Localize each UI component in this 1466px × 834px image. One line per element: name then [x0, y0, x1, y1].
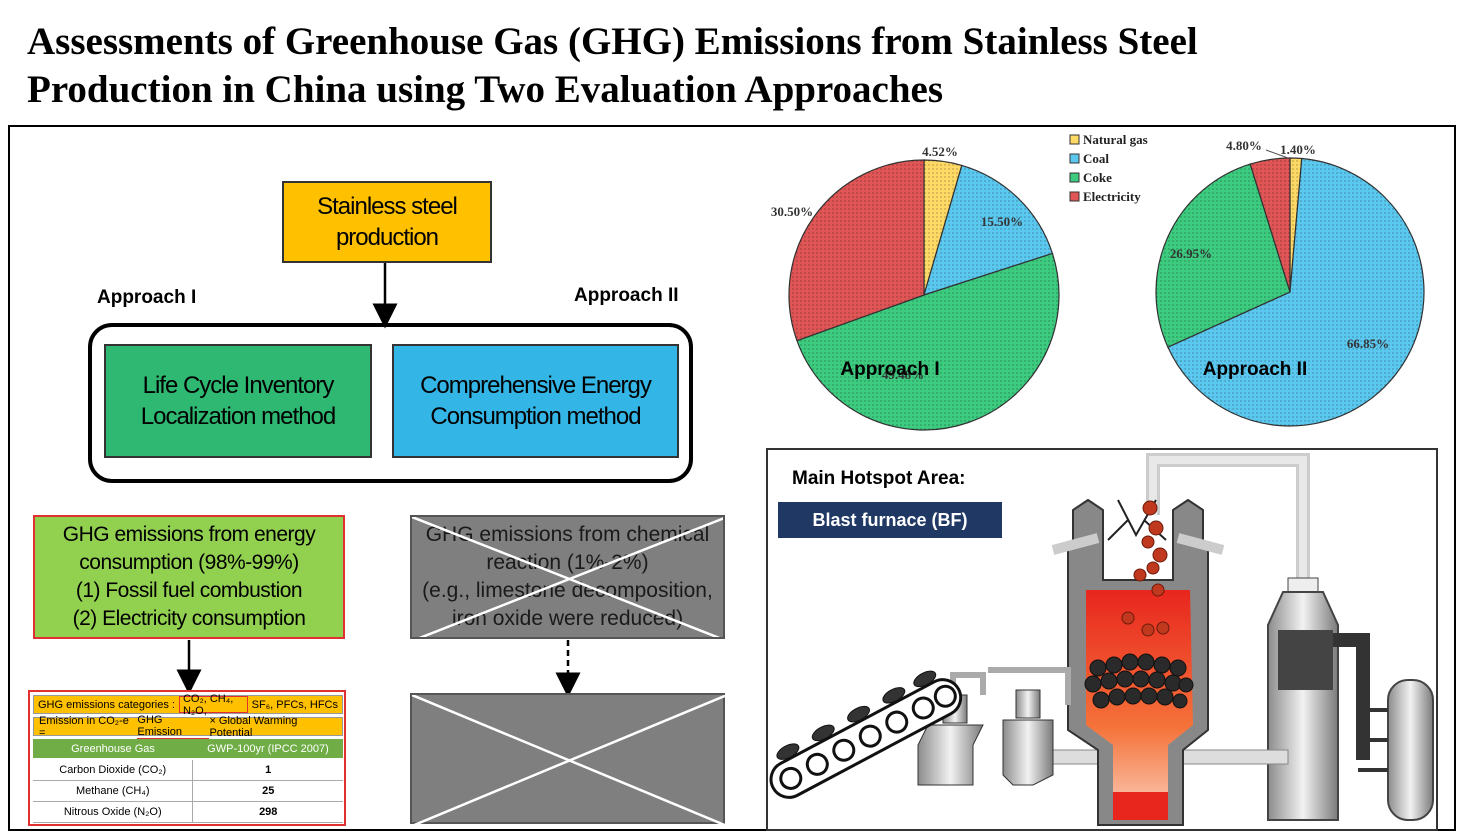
title-line-1: Assessments of Greenhouse Gas (GHG) Emis… [27, 20, 1198, 63]
formula-suffix: × Global Warming Potential [209, 714, 298, 739]
blast-furnace-illustration-icon [769, 453, 1434, 826]
pie-value-label: 1.40% [1280, 142, 1316, 157]
ghg-gwp-table: GHG emissions categories : CO₂, CH₄, N₂O… [28, 690, 346, 826]
pie-legend: Natural gas Coal Coke Electricity [1069, 132, 1148, 204]
pie-charts: 4.52% 15.50% 49.48% 30.50% Approach I 1.40% 6… [771, 132, 1425, 431]
chem-text-1: GHG emissions from chemical [425, 523, 710, 546]
table-header: Greenhouse Gas GWP-100yr (IPCC 2007) [33, 739, 343, 758]
cec-text-1: Comprehensive Energy [420, 372, 652, 399]
formula-em: GHG Emission [137, 714, 210, 739]
gas-name: Methane (CH₄) [33, 781, 194, 801]
energy-text-4: (2) Electricity consumption [72, 607, 306, 630]
blast-furnace-badge: Blast furnace (BF) [778, 502, 1002, 538]
pie-slice-texture [788, 160, 924, 341]
pie-value-label: 15.50% [981, 214, 1023, 229]
legend-swatch [1069, 153, 1080, 164]
categories-boxed: CO₂, CH₄, N₂O, [178, 693, 248, 717]
pie-value-label: 4.52% [922, 144, 958, 159]
gas-name: Nitrous Oxide (N₂O) [33, 802, 194, 822]
pie-approach-label: Approach I [840, 359, 939, 380]
pie-slice-texture [1167, 158, 1424, 426]
pie-value-label: 30.50% [771, 204, 813, 219]
gwp-value: 1 [265, 764, 272, 776]
methods-container [88, 323, 693, 483]
formula-prefix: Emission in CO₂-e = [39, 714, 129, 739]
pie-slice-texture [1156, 164, 1290, 348]
table-row: Carbon Dioxide (CO₂) 1 [33, 760, 343, 781]
chemical-emissions-box: GHG emissions from chemical reaction (1%… [410, 515, 725, 639]
pie-value-label: 49.48% [882, 367, 924, 382]
pie-value-label: 66.85% [1347, 336, 1389, 351]
categories-row: GHG emissions categories : CO₂, CH₄, N₂O… [33, 693, 343, 717]
pie-slice-texture [924, 165, 1053, 295]
legend-swatch [1069, 191, 1080, 202]
chem-text-4: iron oxide were reduced) [451, 607, 684, 630]
pie-value-label: 4.80% [1226, 138, 1262, 153]
page-title: Assessments of Greenhouse Gas (GHG) Emis… [27, 18, 1198, 114]
energy-text-3: (1) Fossil fuel combustion [75, 579, 303, 602]
chem-text-2: reaction (1%-2%) [486, 551, 649, 574]
pie-slice-texture [1250, 158, 1290, 292]
lci-text-2: Localization method [140, 403, 336, 430]
approach-1-label: Approach I [97, 287, 197, 308]
lci-method-box: Life Cycle Inventory Localization method [104, 344, 372, 458]
pie-approach-1: 4.52% 15.50% 49.48% 30.50% Approach I [771, 144, 1060, 431]
table-row: Nitrous Oxide (N₂O) 298 [33, 802, 343, 823]
pie-approach-label: Approach II [1203, 359, 1308, 380]
pie-slice-texture [796, 253, 1059, 430]
gwp-value: 298 [259, 806, 278, 818]
cec-text-2: Consumption method [430, 403, 641, 430]
legend-swatch [1069, 172, 1080, 183]
approach-2-label: Approach II [574, 285, 679, 306]
pie-value-label: 26.95% [1170, 246, 1212, 261]
cec-method-box: Comprehensive Energy Consumption method [392, 344, 679, 458]
header-gas: Greenhouse Gas [71, 742, 155, 755]
categories-label: GHG emissions categories : [38, 698, 175, 711]
energy-text-1: GHG emissions from energy [62, 523, 316, 546]
hotspot-title: Main Hotspot Area: [792, 468, 966, 489]
hotspot-panel: Main Hotspot Area: Blast furnace (BF) [766, 448, 1438, 831]
pie-approach-2: 1.40% 66.85% 26.95% 4.80% Approach II [1155, 138, 1425, 427]
excluded-box [410, 693, 727, 826]
gas-name: Carbon Dioxide (CO₂) [33, 760, 194, 780]
gwp-value: 25 [262, 785, 275, 797]
table-row: Methane (CH₄) 25 [33, 781, 343, 802]
formula-row: Emission in CO₂-e = GHG Emission × Globa… [33, 714, 343, 739]
legend-label: Coke [1083, 170, 1112, 185]
chemical-cross-out-icon [412, 517, 723, 637]
title-line-2: Production in China using Two Evaluation… [27, 68, 944, 111]
production-text-2: production [335, 224, 439, 251]
header-gwp: GWP-100yr (IPCC 2007) [207, 742, 329, 755]
production-box: Stainless steel production [282, 181, 492, 263]
legend-swatch [1069, 134, 1080, 145]
categories-rest: SF₆, PFCs, HFCs [251, 698, 338, 711]
legend-label: Coal [1083, 151, 1109, 166]
chem-text-3: (e.g., limestone decomposition, [422, 579, 713, 602]
legend-label: Natural gas [1083, 132, 1148, 147]
pie-leader-line [1265, 149, 1289, 159]
figure-frame [8, 125, 1456, 831]
excluded-cross-icon [412, 695, 727, 826]
legend-label: Electricity [1083, 189, 1141, 204]
production-text-1: Stainless steel [317, 193, 458, 220]
energy-text-2: consumption (98%-99%) [79, 551, 299, 574]
lci-text-1: Life Cycle Inventory [142, 372, 335, 399]
energy-emissions-box: GHG emissions from energy consumption (9… [33, 515, 345, 639]
